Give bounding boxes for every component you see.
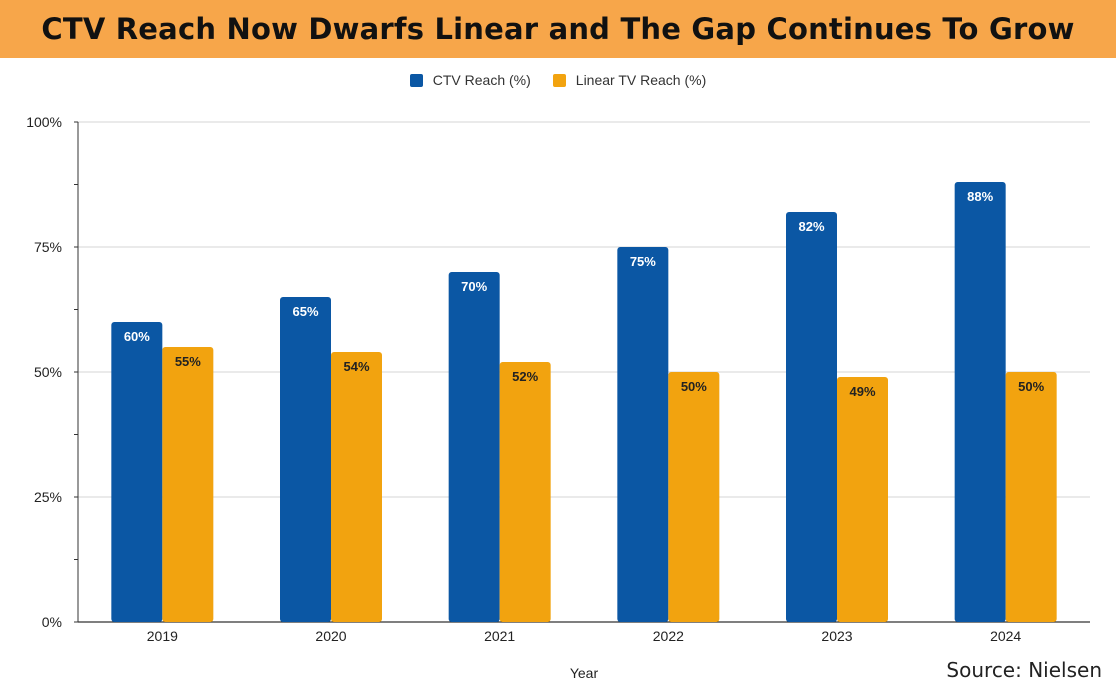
bar (111, 322, 163, 622)
x-tick-label: 2021 (484, 628, 515, 644)
bar (280, 297, 331, 622)
legend-label-ctv: CTV Reach (%) (432, 72, 531, 88)
y-tick-label: 50% (34, 364, 62, 380)
data-label: 55% (175, 354, 201, 369)
bar (499, 362, 551, 622)
y-tick-label: 75% (34, 239, 62, 255)
data-label: 82% (798, 219, 824, 234)
x-tick-label: 2020 (315, 628, 346, 644)
legend-swatch-ctv (409, 73, 423, 87)
legend-label-linear: Linear TV Reach (%) (575, 72, 707, 88)
bar (331, 352, 382, 622)
data-label: 65% (292, 304, 318, 319)
bar (617, 247, 669, 622)
data-label: 49% (849, 384, 875, 399)
x-tick-label: 2022 (653, 628, 684, 644)
chart-title: CTV Reach Now Dwarfs Linear and The Gap … (41, 12, 1075, 46)
x-axis-title: Year (570, 665, 599, 681)
bar (162, 347, 214, 622)
data-label: 60% (124, 329, 150, 344)
legend-item-ctv: CTV Reach (%) (409, 72, 531, 88)
bar (786, 212, 837, 622)
y-tick-label: 100% (26, 114, 62, 130)
title-bar: CTV Reach Now Dwarfs Linear and The Gap … (0, 0, 1116, 58)
x-tick-label: 2024 (990, 628, 1021, 644)
data-label: 75% (630, 254, 656, 269)
source-note: Source: Nielsen (946, 658, 1102, 682)
bar (837, 377, 888, 622)
data-label: 50% (1018, 379, 1044, 394)
bar (1005, 372, 1057, 622)
y-tick-label: 0% (42, 614, 62, 630)
legend-item-linear: Linear TV Reach (%) (552, 72, 707, 88)
data-label: 88% (967, 189, 993, 204)
bar (448, 272, 500, 622)
data-label: 54% (343, 359, 369, 374)
x-tick-label: 2023 (821, 628, 852, 644)
x-tick-label: 2019 (147, 628, 178, 644)
data-label: 52% (512, 369, 538, 384)
bar (668, 372, 720, 622)
y-tick-label: 25% (34, 489, 62, 505)
data-label: 70% (461, 279, 487, 294)
legend: CTV Reach (%) Linear TV Reach (%) (0, 72, 1116, 88)
legend-swatch-linear (552, 73, 566, 87)
data-label: 50% (681, 379, 707, 394)
bar (954, 182, 1006, 622)
